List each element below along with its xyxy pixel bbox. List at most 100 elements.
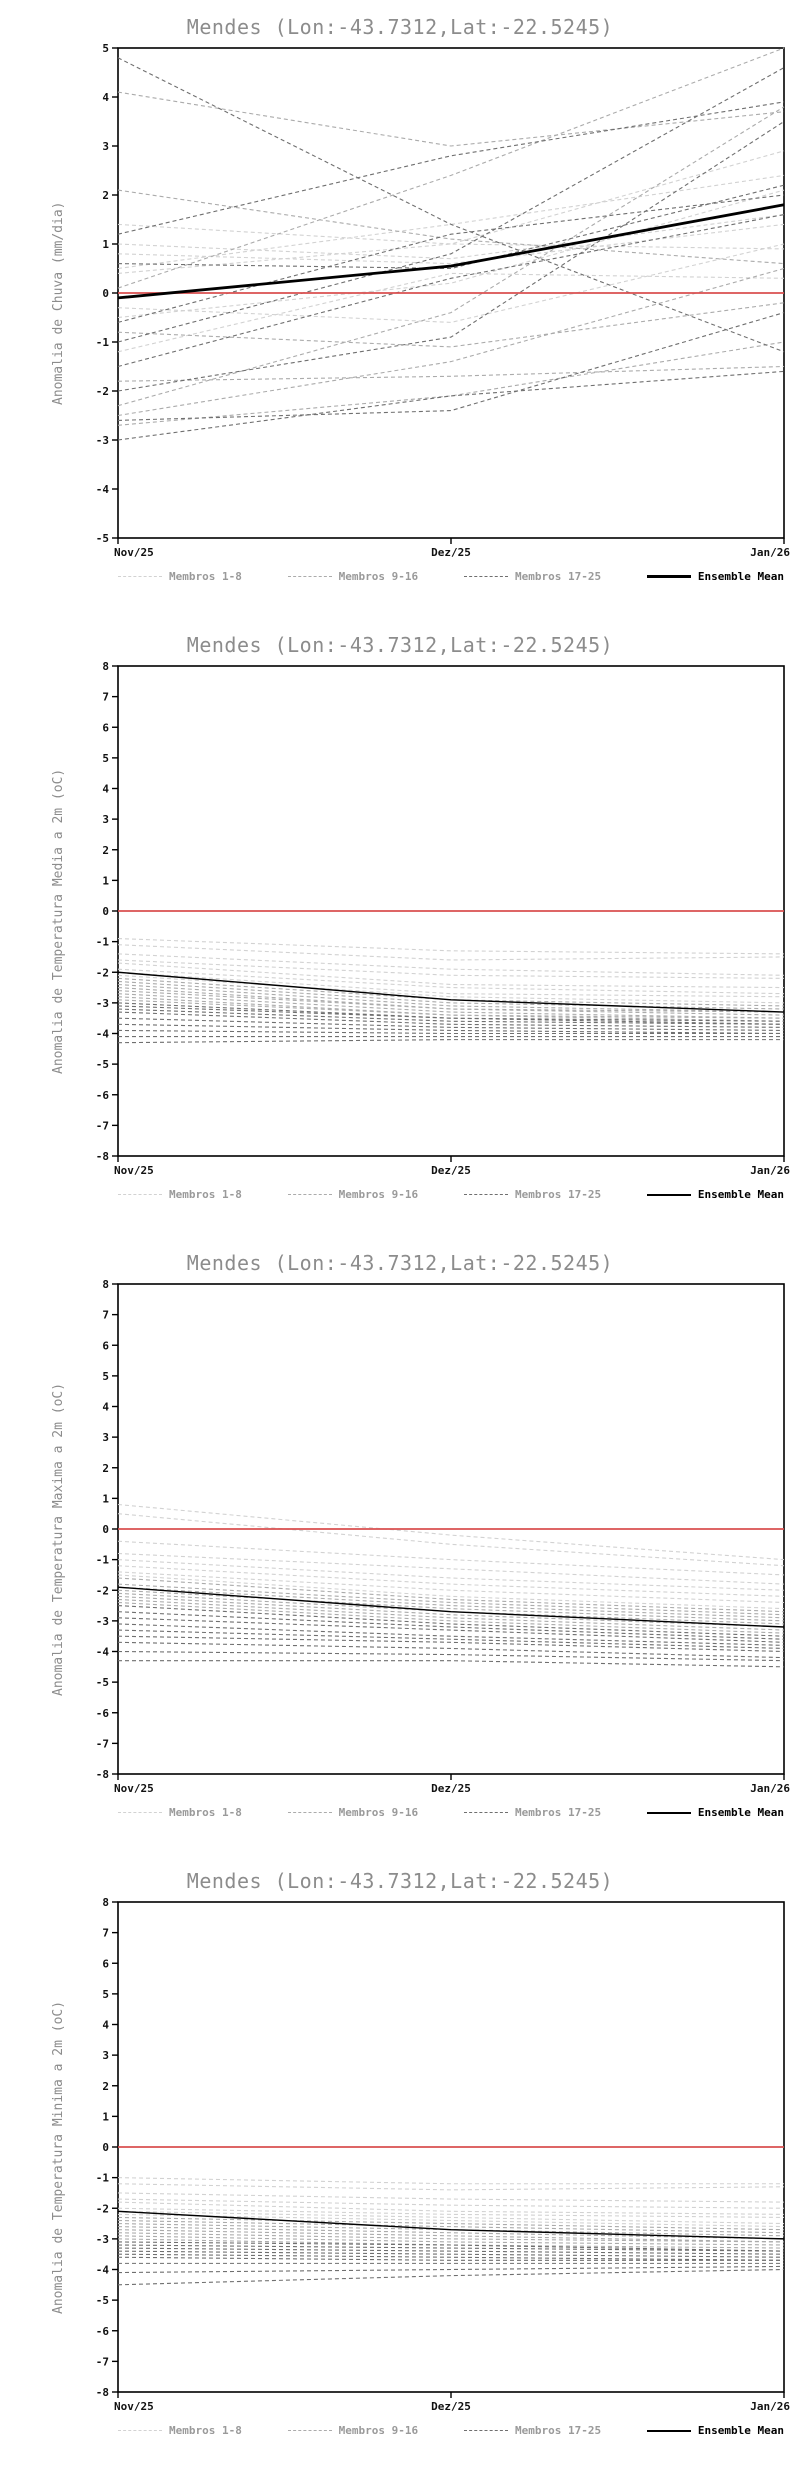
members-9-16-line-sample bbox=[287, 2430, 332, 2431]
svg-text:Jan/26: Jan/26 bbox=[750, 546, 790, 559]
members-17-25-line-sample bbox=[463, 1194, 508, 1195]
svg-text:-4: -4 bbox=[96, 2264, 110, 2277]
legend-label: Membros 17-25 bbox=[514, 1806, 602, 1819]
svg-text:3: 3 bbox=[102, 2049, 109, 2062]
svg-text:-5: -5 bbox=[96, 1058, 109, 1071]
svg-text:4: 4 bbox=[102, 2019, 109, 2032]
min-temp-anomaly-chart: Mendes (Lon:-43.7312,Lat:-22.5245) Anoma… bbox=[0, 1854, 800, 2472]
chart-legend: Membros 1-8 Membros 9-16 Membros 17-25 E… bbox=[0, 2418, 800, 2437]
svg-text:8: 8 bbox=[102, 1278, 109, 1291]
members-1-8-line-sample bbox=[118, 2430, 162, 2431]
chart-legend: Membros 1-8 Membros 9-16 Membros 17-25 E… bbox=[0, 564, 800, 583]
members-1-8-line-sample bbox=[118, 1812, 162, 1813]
svg-text:0: 0 bbox=[102, 287, 109, 300]
members-9-16-line-sample bbox=[287, 1812, 332, 1813]
svg-text:-1: -1 bbox=[96, 2172, 110, 2185]
svg-text:Dez/25: Dez/25 bbox=[431, 546, 471, 559]
legend-item-membros-17-25: Membros 17-25 bbox=[463, 570, 601, 583]
svg-text:8: 8 bbox=[102, 1896, 109, 1909]
legend-label: Membros 9-16 bbox=[338, 2424, 419, 2437]
svg-text:Dez/25: Dez/25 bbox=[431, 1782, 471, 1795]
svg-text:7: 7 bbox=[102, 1927, 109, 1940]
members-9-16-line-sample bbox=[287, 1194, 332, 1195]
plot-area: -8 -7 -6 -5 -4 -3 -2 -1 0 1 2 3 4 5 6 7 8 Nov/25 Dez/25 Jan… bbox=[96, 1896, 791, 2413]
legend-item-membros-1-8: Membros 1-8 bbox=[118, 1188, 242, 1201]
legend-label: Ensemble Mean bbox=[697, 1188, 784, 1201]
svg-text:5: 5 bbox=[102, 1988, 109, 2001]
mean-temp-anomaly-chart: Mendes (Lon:-43.7312,Lat:-22.5245) Anoma… bbox=[0, 618, 800, 1236]
svg-text:-2: -2 bbox=[96, 966, 109, 979]
legend-label: Ensemble Mean bbox=[697, 2424, 784, 2437]
legend-item-membros-17-25: Membros 17-25 bbox=[463, 2424, 602, 2437]
members-1-8-line-sample bbox=[118, 1194, 162, 1195]
svg-text:3: 3 bbox=[102, 1431, 109, 1444]
legend-label: Membros 9-16 bbox=[338, 1188, 419, 1201]
svg-text:Jan/26: Jan/26 bbox=[750, 1782, 790, 1795]
svg-text:4: 4 bbox=[102, 91, 109, 104]
legend-item-membros-1-8: Membros 1-8 bbox=[118, 2424, 242, 2437]
chart-title: Mendes (Lon:-43.7312,Lat:-22.5245) bbox=[186, 15, 614, 39]
legend-item-membros-17-25: Membros 17-25 bbox=[463, 1188, 601, 1201]
svg-text:6: 6 bbox=[102, 1957, 109, 1970]
plot-area: -8 -7 -6 -5 -4 -3 -2 -1 0 1 2 3 4 5 6 7 8 Nov/25 Dez/25 Jan… bbox=[96, 660, 791, 1177]
svg-text:-3: -3 bbox=[96, 997, 109, 1010]
members-17-25-line-sample bbox=[463, 2430, 508, 2431]
svg-text:5: 5 bbox=[102, 42, 109, 55]
svg-text:5: 5 bbox=[102, 752, 109, 765]
max-temp-anomaly-chart: Mendes (Lon:-43.7312,Lat:-22.5245) Anoma… bbox=[0, 1236, 800, 1854]
svg-text:7: 7 bbox=[102, 1309, 109, 1322]
svg-text:-4: -4 bbox=[96, 483, 110, 496]
legend-item-membros-9-16: Membros 9-16 bbox=[287, 1188, 419, 1201]
svg-text:1: 1 bbox=[102, 2110, 109, 2123]
svg-text:-3: -3 bbox=[96, 434, 109, 447]
svg-text:-5: -5 bbox=[96, 532, 109, 545]
svg-text:-8: -8 bbox=[96, 1768, 109, 1781]
legend-item-ensemble-mean: Ensemble Mean bbox=[646, 1188, 784, 1201]
svg-text:4: 4 bbox=[102, 1401, 109, 1414]
members-17-25-line-sample bbox=[463, 1812, 508, 1813]
legend-label: Membros 9-16 bbox=[338, 1806, 419, 1819]
svg-text:3: 3 bbox=[102, 813, 109, 826]
plot-area: -5 -4 -3 -2 -1 0 1 2 3 4 5 Nov/25 Dez/25 Jan/26 bbox=[96, 42, 791, 559]
legend-item-membros-1-8: Membros 1-8 bbox=[118, 1806, 242, 1819]
legend-label: Membros 1-8 bbox=[169, 1806, 242, 1819]
svg-text:-2: -2 bbox=[96, 2202, 109, 2215]
svg-text:8: 8 bbox=[102, 660, 109, 673]
svg-text:Nov/25: Nov/25 bbox=[114, 1782, 154, 1795]
ensemble-mean-line-sample bbox=[646, 1193, 691, 1196]
ensemble-mean-line-sample bbox=[646, 575, 691, 578]
chart-legend: Membros 1-8 Membros 9-16 Membros 17-25 E… bbox=[0, 1800, 800, 1819]
y-axis-label: Anomalia de Temperatura Minima a 2m (oC) bbox=[51, 2000, 66, 2314]
legend-item-ensemble-mean: Ensemble Mean bbox=[646, 570, 784, 583]
svg-text:Jan/26: Jan/26 bbox=[750, 1164, 790, 1177]
svg-text:-2: -2 bbox=[96, 385, 109, 398]
svg-text:Jan/26: Jan/26 bbox=[750, 2400, 790, 2413]
svg-text:-5: -5 bbox=[96, 1676, 109, 1689]
chart-body: Anomalia de Chuva (mm/dia) -5 -4 -3 -2 -1 0 1 2… bbox=[0, 42, 800, 564]
legend-label: Membros 17-25 bbox=[514, 2424, 602, 2437]
svg-text:-6: -6 bbox=[96, 2325, 110, 2338]
svg-text:2: 2 bbox=[102, 189, 109, 202]
legend-item-membros-9-16: Membros 9-16 bbox=[287, 1806, 419, 1819]
svg-text:Nov/25: Nov/25 bbox=[114, 546, 154, 559]
svg-text:6: 6 bbox=[102, 721, 109, 734]
svg-text:Nov/25: Nov/25 bbox=[114, 1164, 154, 1177]
svg-text:-1: -1 bbox=[96, 1554, 110, 1567]
svg-text:-4: -4 bbox=[96, 1028, 110, 1041]
legend-label: Ensemble Mean bbox=[697, 570, 784, 583]
svg-text:-7: -7 bbox=[96, 1119, 109, 1132]
chart-body: Anomalia de Temperatura Media a 2m (oC) … bbox=[0, 660, 800, 1182]
svg-text:0: 0 bbox=[102, 2141, 109, 2154]
svg-text:-3: -3 bbox=[96, 1615, 109, 1628]
chart-legend: Membros 1-8 Membros 9-16 Membros 17-25 E… bbox=[0, 1182, 800, 1201]
svg-text:0: 0 bbox=[102, 905, 109, 918]
svg-text:-5: -5 bbox=[96, 2294, 109, 2307]
legend-label: Membros 1-8 bbox=[169, 570, 242, 583]
svg-text:Dez/25: Dez/25 bbox=[431, 1164, 471, 1177]
legend-label: Membros 9-16 bbox=[338, 570, 419, 583]
legend-item-membros-1-8: Membros 1-8 bbox=[118, 570, 242, 583]
svg-text:-2: -2 bbox=[96, 1584, 109, 1597]
svg-text:-1: -1 bbox=[96, 336, 110, 349]
svg-text:-7: -7 bbox=[96, 1737, 109, 1750]
ensemble-mean-line-sample bbox=[646, 1811, 691, 1814]
